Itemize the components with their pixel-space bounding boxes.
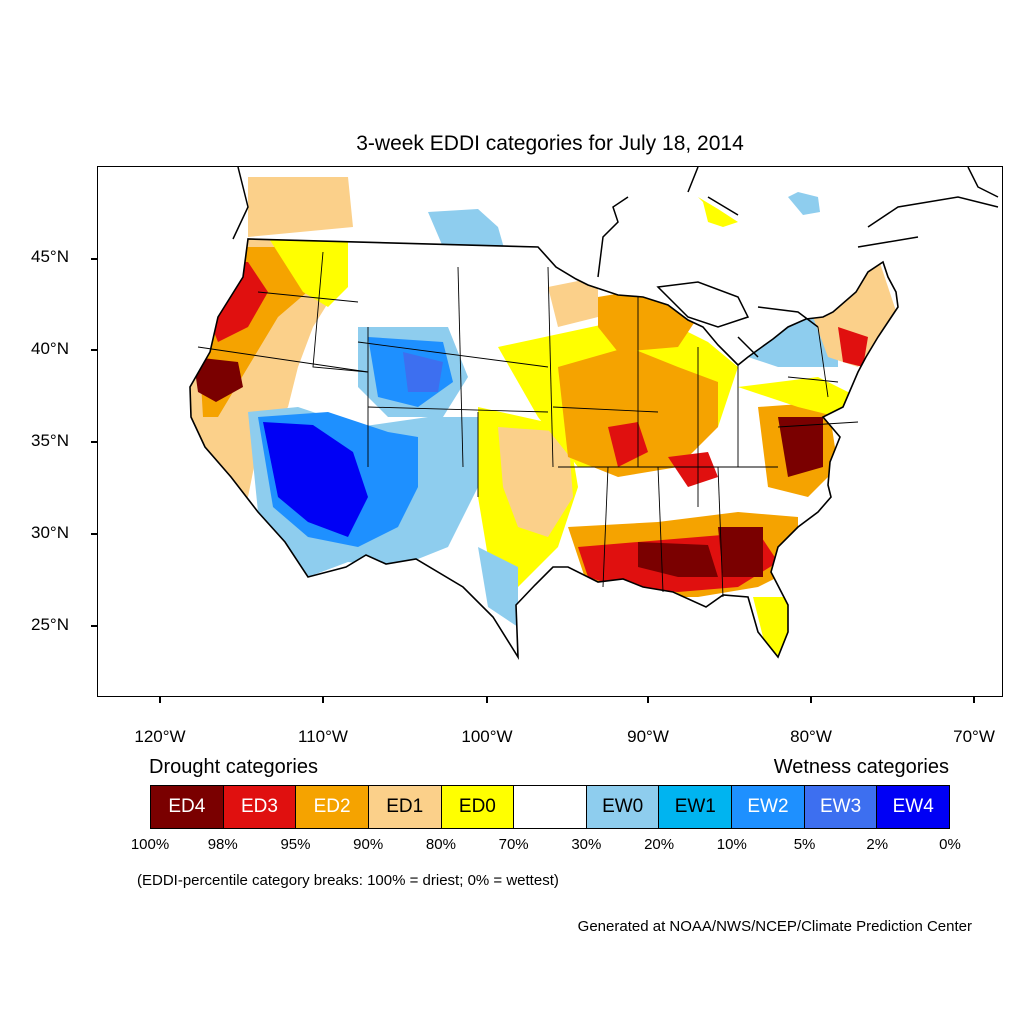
percentile-label: 5%: [793, 836, 816, 853]
legend-box: ED4: [151, 786, 224, 828]
percentile-label: 90%: [353, 836, 384, 853]
legend-box: ED1: [368, 786, 442, 828]
category-note: (EDDI-percentile category breaks: 100% =…: [137, 872, 559, 889]
legend-box: ED3: [223, 786, 297, 828]
legend-box: [514, 786, 587, 828]
drought-heading: Drought categories: [149, 756, 318, 778]
eddi-map: [189, 167, 999, 660]
lon-label: 80°W: [790, 727, 832, 746]
percentile-label: 10%: [716, 836, 747, 853]
credit-line: Generated at NOAA/NWS/NCEP/Climate Predi…: [577, 918, 972, 935]
legend-box: EW2: [732, 786, 805, 828]
lon-tick-70: [973, 697, 975, 703]
lat-tick-30: [91, 533, 97, 535]
lon-label: 110°W: [298, 727, 348, 746]
ontario-wet-patch: [788, 192, 820, 215]
us-border: [189, 238, 899, 660]
lat-tick-35: [91, 441, 97, 443]
bc-ed1-region: [248, 177, 353, 237]
state-borders: [197, 238, 859, 598]
lon-label: 100°W: [461, 727, 513, 746]
percentile-label: 30%: [571, 836, 602, 853]
percentile-label: 100%: [130, 836, 170, 853]
map-plot-area: [97, 166, 1003, 697]
lon-tick-120: [159, 697, 161, 703]
percentile-label: 80%: [425, 836, 456, 853]
category-legend: ED4 ED3 ED2 ED1 ED0 EW0 EW1 EW2 EW3 EW4: [150, 785, 950, 829]
lat-tick-45: [91, 258, 97, 260]
ontario-yellow-patch: [698, 197, 738, 227]
lon-tick-110: [322, 697, 324, 703]
lon-tick-100: [486, 697, 488, 703]
percentile-label: 98%: [207, 836, 238, 853]
lat-label: 35°N: [31, 431, 69, 450]
legend-box: EW4: [877, 786, 950, 828]
category-fills: [190, 239, 898, 657]
lon-tick-90: [647, 697, 649, 703]
lon-label: 90°W: [627, 727, 669, 746]
lat-tick-40: [91, 349, 97, 351]
percentile-label: 70%: [498, 836, 529, 853]
legend-box: EW1: [659, 786, 733, 828]
lon-label: 120°W: [134, 727, 186, 746]
legend-box: ED0: [441, 786, 515, 828]
lon-label: 70°W: [953, 727, 995, 746]
percentile-label: 95%: [280, 836, 311, 853]
lat-label: 25°N: [31, 615, 69, 634]
legend-box: EW0: [586, 786, 660, 828]
percentile-label: 0%: [939, 836, 961, 853]
legend-box: ED2: [296, 786, 369, 828]
lat-tick-25: [91, 625, 97, 627]
percentile-label: 20%: [644, 836, 675, 853]
lon-tick-80: [810, 697, 812, 703]
lat-label: 40°N: [31, 339, 69, 358]
legend-box: EW3: [804, 786, 878, 828]
wetness-heading: Wetness categories: [773, 756, 949, 778]
percentile-label: 2%: [866, 836, 889, 853]
coastlines: [232, 167, 999, 358]
map-title: 3-week EDDI categories for July 18, 2014: [356, 132, 744, 155]
lat-label: 30°N: [31, 523, 69, 542]
lat-label: 45°N: [31, 247, 69, 266]
